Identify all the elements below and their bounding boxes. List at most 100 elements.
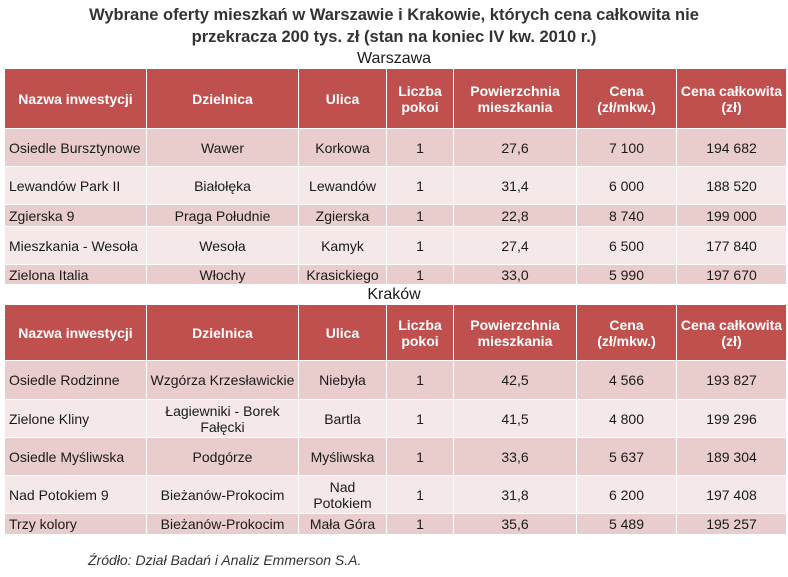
header-ulica: Ulica bbox=[298, 304, 387, 361]
header-powierzchnia: Powierzchnia mieszkania bbox=[453, 304, 577, 361]
cell-ulica: Bartla bbox=[298, 399, 387, 438]
table-row: Lewandów Park II Białołęka Lewandów 1 31… bbox=[4, 166, 787, 205]
header-dzielnica: Dzielnica bbox=[146, 68, 299, 129]
cell-dzielnica: Włochy bbox=[146, 264, 299, 285]
table-row: Nad Potokiem 9 Bieżanów-Prokocim Nad Pot… bbox=[4, 475, 787, 514]
title-line-1: Wybrane oferty mieszkań w Warszawie i Kr… bbox=[89, 6, 699, 24]
cell-dzielnica: Bieżanów-Prokocim bbox=[146, 475, 299, 514]
cell-powierzchnia: 33,0 bbox=[453, 264, 577, 285]
header-cena-mkw: Cena (zł/mkw.) bbox=[576, 304, 677, 361]
header-nazwa: Nazwa inwestycji bbox=[4, 304, 147, 361]
cell-ulica: Niebyła bbox=[298, 360, 387, 400]
cell-powierzchnia: 31,8 bbox=[453, 475, 577, 514]
cell-dzielnica: Bieżanów-Prokocim bbox=[146, 513, 299, 535]
header-liczba-pokoi: Liczba pokoi bbox=[386, 68, 454, 129]
cell-liczba-pokoi: 1 bbox=[386, 513, 454, 535]
cell-cena-mkw: 4 800 bbox=[576, 399, 677, 438]
cell-liczba-pokoi: 1 bbox=[386, 437, 454, 476]
cell-liczba-pokoi: 1 bbox=[386, 399, 454, 438]
cell-ulica: Krasickiego bbox=[298, 264, 387, 285]
table-row: Osiedle Bursztynowe Wawer Korkowa 1 27,6… bbox=[4, 128, 787, 167]
cell-cena-calkowita: 195 257 bbox=[676, 513, 787, 535]
cell-nazwa: Nad Potokiem 9 bbox=[4, 475, 147, 514]
cell-cena-calkowita: 188 520 bbox=[676, 166, 787, 205]
header-nazwa: Nazwa inwestycji bbox=[4, 68, 147, 129]
header-cena-calkowita: Cena całkowita (zł) bbox=[676, 304, 787, 361]
cell-liczba-pokoi: 1 bbox=[386, 360, 454, 400]
cell-liczba-pokoi: 1 bbox=[386, 226, 454, 265]
cell-powierzchnia: 33,6 bbox=[453, 437, 577, 476]
cell-liczba-pokoi: 1 bbox=[386, 166, 454, 205]
cell-dzielnica: Łagiewniki - Borek Fałęcki bbox=[146, 399, 299, 438]
cell-nazwa: Osiedle Myśliwska bbox=[4, 437, 147, 476]
cell-nazwa: Zielone Kliny bbox=[4, 399, 147, 438]
header-row: Nazwa inwestycji Dzielnica Ulica Liczba … bbox=[4, 304, 787, 361]
cell-cena-mkw: 7 100 bbox=[576, 128, 677, 167]
cell-liczba-pokoi: 1 bbox=[386, 128, 454, 167]
header-cena-calkowita: Cena całkowita (zł) bbox=[676, 68, 787, 129]
header-liczba-pokoi: Liczba pokoi bbox=[386, 304, 454, 361]
cell-cena-mkw: 6 000 bbox=[576, 166, 677, 205]
cell-dzielnica: Wesoła bbox=[146, 226, 299, 265]
cell-liczba-pokoi: 1 bbox=[386, 475, 454, 514]
table-warszawa: Nazwa inwestycji Dzielnica Ulica Liczba … bbox=[4, 68, 787, 285]
cell-cena-mkw: 4 566 bbox=[576, 360, 677, 400]
header-ulica: Ulica bbox=[298, 68, 387, 129]
cell-cena-mkw: 5 637 bbox=[576, 437, 677, 476]
cell-cena-calkowita: 193 827 bbox=[676, 360, 787, 400]
cell-nazwa: Zgierska 9 bbox=[4, 204, 147, 227]
cell-nazwa: Osiedle Rodzinne bbox=[4, 360, 147, 400]
cell-cena-mkw: 8 740 bbox=[576, 204, 677, 227]
table-row: Mieszkania - Wesoła Wesoła Kamyk 1 27,4 … bbox=[4, 226, 787, 265]
cell-cena-calkowita: 197 408 bbox=[676, 475, 787, 514]
page-title: Wybrane oferty mieszkań w Warszawie i Kr… bbox=[0, 4, 788, 48]
cell-nazwa: Trzy kolory bbox=[4, 513, 147, 535]
cell-cena-mkw: 5 990 bbox=[576, 264, 677, 285]
table-row: Trzy kolory Bieżanów-Prokocim Mała Góra … bbox=[4, 513, 787, 535]
cell-dzielnica: Białołęka bbox=[146, 166, 299, 205]
table-row: Osiedle Myśliwska Podgórze Myśliwska 1 3… bbox=[4, 437, 787, 476]
source-note: Źródło: Dział Badań i Analiz Emmerson S.… bbox=[88, 552, 362, 568]
cell-ulica: Kamyk bbox=[298, 226, 387, 265]
header-row: Nazwa inwestycji Dzielnica Ulica Liczba … bbox=[4, 68, 787, 129]
cell-cena-calkowita: 197 670 bbox=[676, 264, 787, 285]
table-krakow: Nazwa inwestycji Dzielnica Ulica Liczba … bbox=[4, 304, 787, 535]
cell-dzielnica: Podgórze bbox=[146, 437, 299, 476]
cell-ulica: Korkowa bbox=[298, 128, 387, 167]
cell-cena-mkw: 5 489 bbox=[576, 513, 677, 535]
table-row: Zielone Kliny Łagiewniki - Borek Fałęcki… bbox=[4, 399, 787, 438]
city-label-krakow: Kraków bbox=[367, 286, 421, 303]
table-row: Zielona Italia Włochy Krasickiego 1 33,0… bbox=[4, 264, 787, 285]
cell-ulica: Mała Góra bbox=[298, 513, 387, 535]
cell-cena-calkowita: 177 840 bbox=[676, 226, 787, 265]
cell-powierzchnia: 35,6 bbox=[453, 513, 577, 535]
cell-nazwa: Mieszkania - Wesoła bbox=[4, 226, 147, 265]
cell-dzielnica: Wzgórza Krzesławickie bbox=[146, 360, 299, 400]
cell-cena-mkw: 6 500 bbox=[576, 226, 677, 265]
cell-cena-mkw: 6 200 bbox=[576, 475, 677, 514]
cell-ulica: Myśliwska bbox=[298, 437, 387, 476]
cell-ulica: Zgierska bbox=[298, 204, 387, 227]
cell-liczba-pokoi: 1 bbox=[386, 204, 454, 227]
cell-powierzchnia: 31,4 bbox=[453, 166, 577, 205]
cell-ulica: Lewandów bbox=[298, 166, 387, 205]
cell-cena-calkowita: 194 682 bbox=[676, 128, 787, 167]
header-cena-mkw: Cena (zł/mkw.) bbox=[576, 68, 677, 129]
cell-powierzchnia: 27,6 bbox=[453, 128, 577, 167]
cell-powierzchnia: 41,5 bbox=[453, 399, 577, 438]
header-dzielnica: Dzielnica bbox=[146, 304, 299, 361]
cell-ulica: Nad Potokiem bbox=[298, 475, 387, 514]
table-row: Osiedle Rodzinne Wzgórza Krzesławickie N… bbox=[4, 360, 787, 400]
city-label-warszawa: Warszawa bbox=[356, 50, 432, 67]
cell-dzielnica: Praga Południe bbox=[146, 204, 299, 227]
cell-cena-calkowita: 199 000 bbox=[676, 204, 787, 227]
cell-nazwa: Lewandów Park II bbox=[4, 166, 147, 205]
cell-nazwa: Zielona Italia bbox=[4, 264, 147, 285]
cell-powierzchnia: 22,8 bbox=[453, 204, 577, 227]
title-line-2: przekracza 200 tys. zł (stan na koniec I… bbox=[191, 28, 597, 46]
cell-cena-calkowita: 199 296 bbox=[676, 399, 787, 438]
cell-dzielnica: Wawer bbox=[146, 128, 299, 167]
cell-nazwa: Osiedle Bursztynowe bbox=[4, 128, 147, 167]
cell-powierzchnia: 27,4 bbox=[453, 226, 577, 265]
